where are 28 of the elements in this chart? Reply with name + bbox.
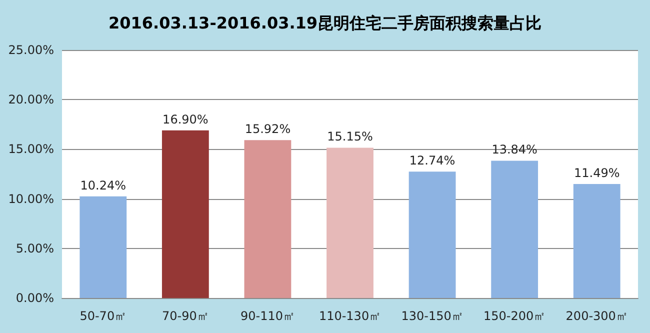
y-tick-label: 0.00% (16, 291, 54, 305)
data-label: 15.15% (327, 130, 373, 144)
y-tick-label: 15.00% (8, 142, 54, 156)
bar (408, 172, 456, 298)
bar (326, 148, 374, 298)
y-tick-label: 10.00% (8, 192, 54, 206)
bar (573, 184, 620, 298)
data-label: 16.90% (162, 112, 208, 126)
x-tick-label: 90-110㎡ (240, 309, 295, 323)
bar (162, 130, 209, 298)
y-tick-label: 20.00% (8, 92, 54, 107)
data-label: 11.49% (574, 166, 620, 180)
x-tick-label: 150-200㎡ (484, 309, 546, 323)
x-tick-label: 50-70㎡ (80, 309, 127, 323)
y-tick-label: 5.00% (16, 241, 54, 256)
bar (80, 196, 127, 298)
x-tick-label: 130-150㎡ (401, 309, 464, 323)
data-label: 10.24% (80, 178, 126, 192)
bar (491, 160, 538, 298)
x-tick-label: 200-300㎡ (566, 309, 628, 323)
data-label: 13.84% (492, 142, 538, 157)
y-tick-label: 25.00% (8, 43, 54, 57)
x-tick-label: 110-130㎡ (318, 309, 382, 323)
bar (244, 140, 292, 298)
data-label: 12.74% (409, 154, 456, 168)
data-label: 15.92% (244, 122, 291, 136)
x-tick-label: 70-90㎡ (162, 309, 209, 323)
chart-title: 2016.03.13-2016.03.19昆明住宅二手房面积搜索量占比 (108, 14, 542, 32)
